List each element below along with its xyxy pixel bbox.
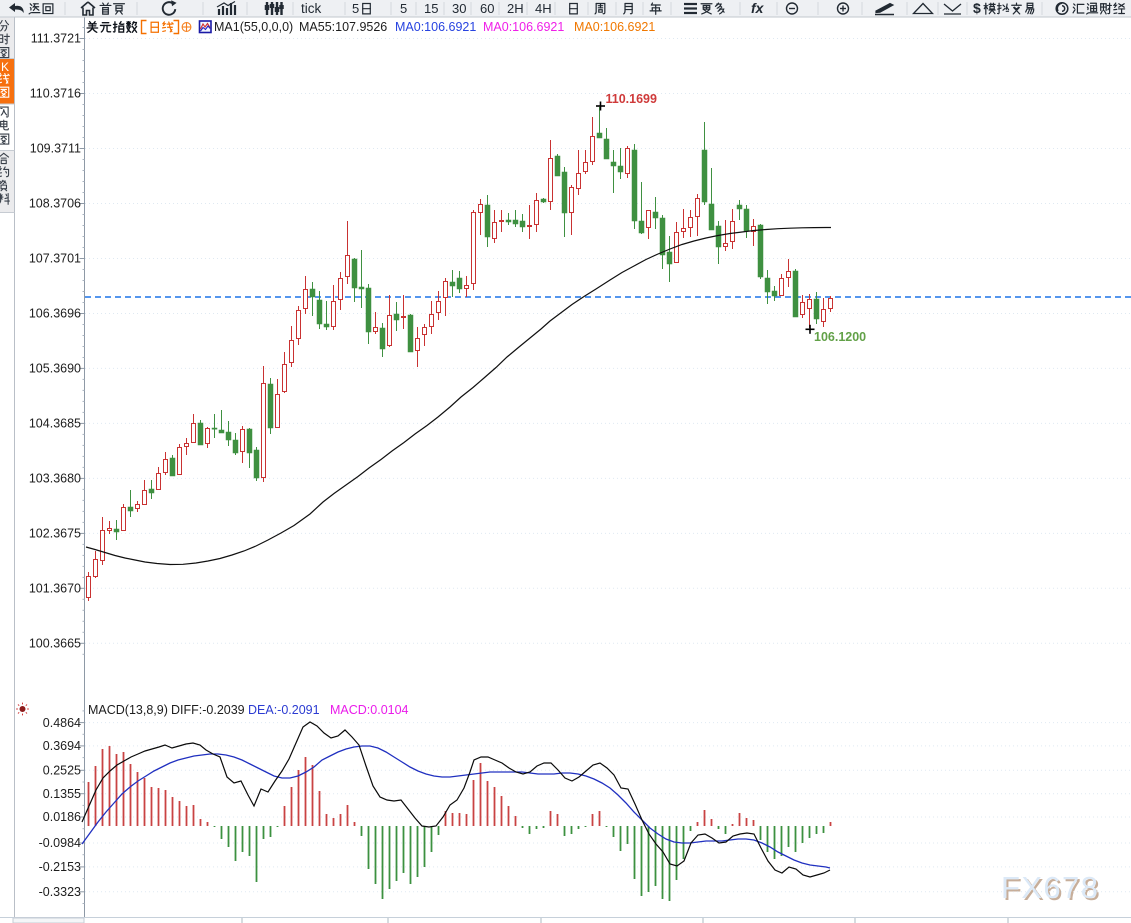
svg-text:103.3680: 103.3680: [29, 472, 81, 486]
svg-text:110.1699: 110.1699: [606, 92, 657, 106]
svg-text:K: K: [1, 60, 9, 74]
svg-text:4H: 4H: [535, 1, 552, 16]
svg-text:101.3670: 101.3670: [29, 582, 81, 596]
svg-text:MACD(13,8,9): MACD(13,8,9): [88, 703, 168, 717]
svg-text:-0.0984: -0.0984: [39, 836, 81, 850]
svg-text:2H: 2H: [507, 1, 524, 16]
svg-text:-0.2153: -0.2153: [39, 860, 81, 874]
svg-text:0.4864: 0.4864: [43, 716, 81, 730]
svg-text:5: 5: [400, 1, 407, 16]
svg-text:107.3701: 107.3701: [29, 252, 81, 266]
svg-text:DEA:-0.2091: DEA:-0.2091: [248, 703, 320, 717]
svg-text:5: 5: [352, 1, 359, 16]
svg-text:MACD:0.0104: MACD:0.0104: [330, 703, 409, 717]
svg-text:106.1200: 106.1200: [814, 330, 866, 344]
svg-text:MA55:107.9526: MA55:107.9526: [299, 20, 387, 34]
svg-text:0.2525: 0.2525: [43, 764, 81, 778]
svg-text:30: 30: [452, 1, 466, 16]
svg-text:MA1(55,0,0,0): MA1(55,0,0,0): [214, 20, 293, 34]
svg-text:-0.3323: -0.3323: [39, 885, 81, 899]
svg-text:100.3665: 100.3665: [29, 637, 81, 651]
svg-text:$: $: [973, 0, 981, 16]
svg-text:104.3685: 104.3685: [29, 417, 81, 431]
svg-text:0.0186: 0.0186: [43, 810, 81, 824]
svg-text:108.3706: 108.3706: [29, 197, 81, 211]
svg-text:60: 60: [480, 1, 494, 16]
svg-text:111.3721: 111.3721: [31, 32, 81, 46]
svg-text:MA0:106.6921: MA0:106.6921: [395, 20, 476, 34]
svg-text:109.3711: 109.3711: [30, 142, 81, 156]
svg-text:15: 15: [424, 1, 438, 16]
svg-text:MA0:106.6921: MA0:106.6921: [574, 20, 655, 34]
svg-text:0.3694: 0.3694: [43, 739, 81, 753]
svg-text:MA0:106.6921: MA0:106.6921: [483, 20, 564, 34]
svg-text:fx: fx: [751, 0, 765, 16]
svg-text:DIFF:-0.2039: DIFF:-0.2039: [171, 703, 245, 717]
svg-text:106.3696: 106.3696: [29, 307, 81, 321]
svg-text:105.3690: 105.3690: [29, 362, 81, 376]
svg-text:tick: tick: [301, 1, 322, 16]
svg-text:0.1355: 0.1355: [43, 787, 81, 801]
svg-text:110.3716: 110.3716: [30, 87, 81, 101]
svg-text:102.3675: 102.3675: [29, 527, 81, 541]
